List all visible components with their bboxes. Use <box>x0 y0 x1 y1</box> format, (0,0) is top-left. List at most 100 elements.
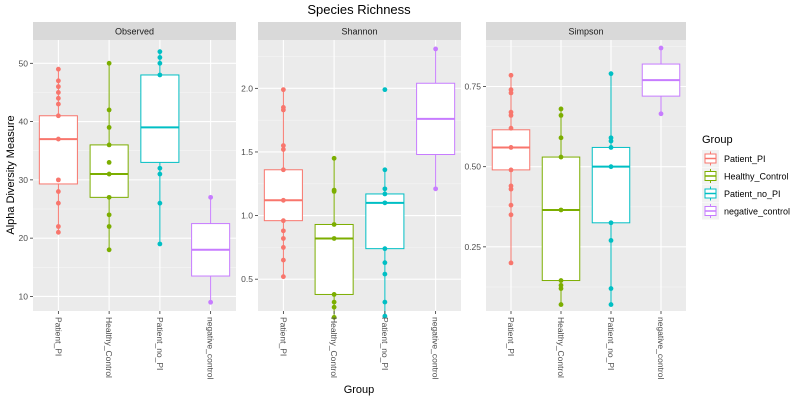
data-point <box>608 286 614 291</box>
legend-label: Patient_no_PI <box>724 189 781 199</box>
data-point <box>157 171 163 177</box>
data-point <box>106 212 112 218</box>
data-point <box>280 228 286 234</box>
data-point <box>382 200 388 206</box>
data-point <box>106 247 112 253</box>
data-point <box>382 299 388 305</box>
data-point <box>508 145 514 150</box>
data-point <box>508 87 514 93</box>
data-point <box>208 299 214 305</box>
data-point <box>157 49 163 55</box>
data-point <box>331 155 337 161</box>
legend-entry-healthy-control: Healthy_Control <box>702 167 789 185</box>
data-point <box>280 105 286 110</box>
legend: Group Patient_PI Healthy_Control Patient_n… <box>702 134 790 220</box>
data-point <box>558 207 564 213</box>
x-tick-label: negative_control <box>431 317 441 379</box>
data-point <box>433 46 439 52</box>
legend-entry-patient-pi: Patient_PI <box>702 150 766 167</box>
data-point <box>157 165 163 171</box>
y-tick-label: 40 <box>19 117 29 127</box>
x-tick-label: negative_control <box>206 317 216 379</box>
boxplot-negative-control <box>416 46 456 192</box>
data-point <box>106 60 112 66</box>
chart-title: Species Richness <box>307 2 411 17</box>
data-point <box>382 167 388 173</box>
data-point <box>608 71 614 77</box>
data-point <box>608 164 614 170</box>
legend-title: Group <box>702 134 733 146</box>
x-tick-label: Patient_no_PI <box>380 317 390 370</box>
data-point <box>280 236 286 241</box>
facet-panels: Observed 10 20 30 40 50 Patient_PI Healthy_Cont… <box>19 22 686 379</box>
data-point <box>331 222 337 227</box>
data-point <box>106 224 112 229</box>
box <box>541 156 581 282</box>
facet-strip-label: Simpson <box>568 27 603 37</box>
facet-strip-label: Observed <box>115 27 154 37</box>
y-tick-label: 1.0 <box>241 211 253 221</box>
facet-panel-observed: Observed 10 20 30 40 50 Patient_PI Healthy_Cont… <box>19 22 236 379</box>
data-point <box>558 154 564 160</box>
y-tick-label: 20 <box>19 233 29 243</box>
data-point <box>106 194 112 200</box>
y-tick-label: 0.5 <box>241 274 253 284</box>
data-point <box>558 112 564 118</box>
boxplot-patient-no-pi <box>365 87 405 319</box>
data-point <box>608 135 614 141</box>
legend-entry-patient-no-pi: Patient_no_PI <box>702 185 781 202</box>
data-point <box>508 202 514 208</box>
boxplot-patient-pi <box>491 72 531 266</box>
boxplot-patient-no-pi <box>591 71 631 307</box>
data-point <box>55 101 61 107</box>
box <box>38 115 78 185</box>
legend-entry-negative-control: negative_control <box>702 202 790 220</box>
data-point <box>55 189 61 194</box>
data-point <box>106 159 112 165</box>
data-point <box>558 106 564 112</box>
data-point <box>55 95 61 101</box>
y-axis-title: Alpha Diversity Measure <box>5 115 17 234</box>
data-point <box>331 304 337 310</box>
x-tick-label: Healthy_Control <box>329 317 339 378</box>
data-point <box>106 107 112 113</box>
data-point <box>331 299 337 305</box>
y-tick-label: 0.75 <box>464 82 481 92</box>
data-point <box>280 167 286 173</box>
data-point <box>280 274 286 280</box>
facet-panel-simpson: Simpson 0.25 0.50 0.75 Patient_PI Healthy_Con… <box>464 22 686 379</box>
data-point <box>608 145 614 150</box>
data-point <box>157 200 163 206</box>
box <box>263 169 303 222</box>
data-point <box>382 186 388 192</box>
data-point <box>280 257 286 263</box>
facet-strip-label: Shannon <box>341 27 377 37</box>
data-point <box>106 171 112 177</box>
data-point <box>382 87 388 93</box>
data-point <box>658 111 664 117</box>
data-point <box>157 241 163 247</box>
y-tick-label: 0.50 <box>464 162 481 172</box>
data-point <box>558 135 564 141</box>
data-point <box>55 78 61 84</box>
legend-label: negative_control <box>724 207 790 217</box>
legend-label: Patient_PI <box>724 154 766 164</box>
data-point <box>658 45 664 51</box>
data-point <box>608 302 614 307</box>
data-point <box>55 224 61 229</box>
data-point <box>508 212 514 218</box>
boxplot-negative-control <box>191 194 231 305</box>
x-tick-label: negative_control <box>656 317 666 379</box>
data-point <box>508 167 514 173</box>
boxplot-patient-pi <box>263 87 303 280</box>
x-tick-label: Patient_PI <box>53 317 63 356</box>
data-point <box>382 271 388 277</box>
y-tick-label: 50 <box>19 58 29 68</box>
data-point <box>382 246 388 252</box>
data-point <box>55 84 61 90</box>
data-point <box>508 260 514 266</box>
x-axis-title: Group <box>344 384 375 396</box>
x-tick-label: Patient_no_PI <box>155 317 165 370</box>
facet-strip <box>33 22 236 40</box>
